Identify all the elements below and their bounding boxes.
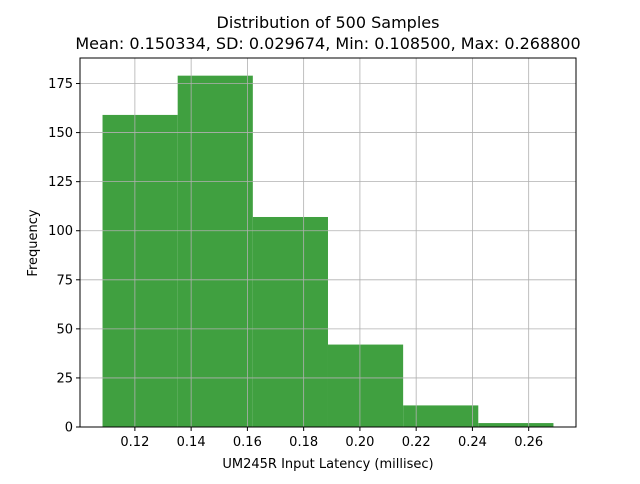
histogram-bar [102, 114, 178, 427]
x-tick-label: 0.12 [120, 435, 149, 450]
x-axis: 0.12 0.14 0.16 0.18 0.20 0.22 0.24 0.26 [120, 427, 543, 450]
y-tick-label: 175 [48, 77, 73, 92]
chart-subtitle: Mean: 0.150334, SD: 0.029674, Min: 0.108… [75, 34, 580, 53]
x-tick-label: 0.18 [289, 435, 318, 450]
x-tick-label: 0.22 [402, 435, 431, 450]
x-tick-label: 0.20 [345, 435, 374, 450]
histogram-bar [403, 405, 479, 427]
x-tick-label: 0.16 [233, 435, 262, 450]
axes-frame [79, 57, 577, 428]
y-tick-label: 125 [48, 175, 73, 190]
grid [80, 58, 576, 428]
y-axis-label: Frequency [26, 209, 41, 276]
x-tick-label: 0.26 [514, 435, 543, 450]
histogram-bar [177, 75, 253, 428]
y-tick-label: 25 [56, 371, 73, 386]
x-axis-label: UM245R Input Latency (millisec) [222, 457, 433, 472]
chart-title: Distribution of 500 Samples [217, 13, 440, 32]
y-tick-label: 75 [56, 273, 73, 288]
x-tick-label: 0.24 [458, 435, 487, 450]
y-tick-label: 100 [48, 224, 73, 239]
histogram-bar [327, 344, 404, 427]
histogram-bar [252, 216, 328, 427]
y-axis: 0 25 50 75 100 125 150 175 [48, 77, 80, 436]
bars [102, 75, 554, 428]
y-tick-label: 0 [65, 421, 73, 436]
histogram-bar [478, 423, 554, 427]
y-tick-label: 150 [48, 126, 73, 141]
x-tick-label: 0.14 [177, 435, 206, 450]
y-tick-label: 50 [56, 322, 73, 337]
